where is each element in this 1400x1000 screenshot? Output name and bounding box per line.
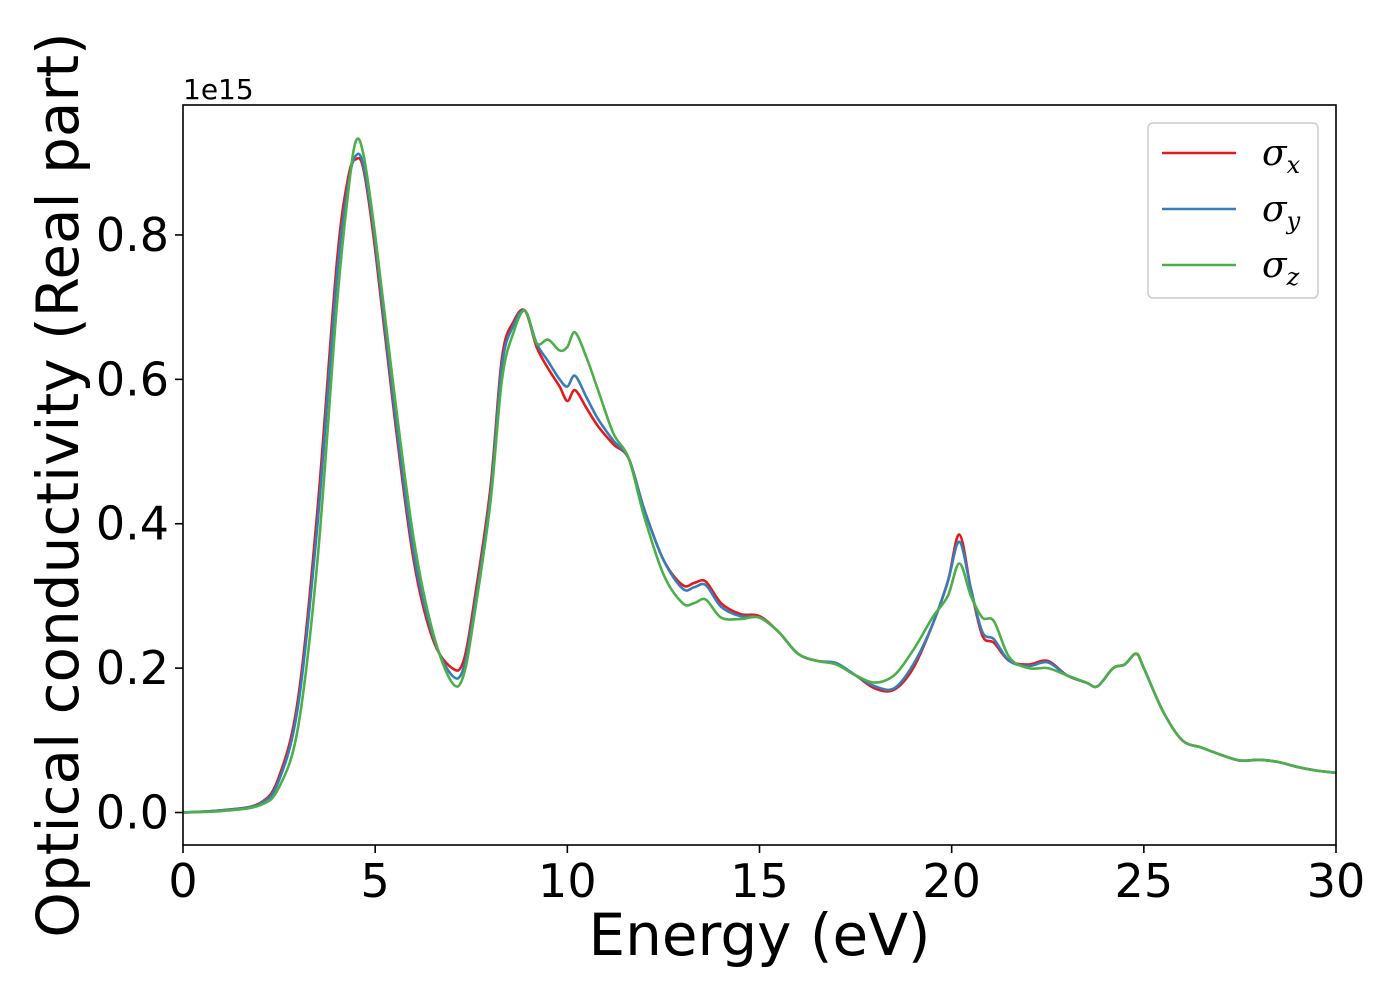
legend-symbol: σ — [1262, 133, 1288, 174]
y-tick-label: 0.8 — [96, 208, 169, 262]
legend-subscript: z — [1286, 263, 1300, 291]
x-tick-label: 15 — [730, 854, 789, 908]
x-tick-label: 20 — [922, 854, 981, 908]
y-tick-label: 0.4 — [96, 497, 169, 551]
legend-label-x: σx — [1262, 133, 1301, 179]
legend-label-y: σy — [1262, 189, 1301, 235]
y-tick-label: 0.2 — [96, 641, 169, 695]
y-tick-label: 0.6 — [96, 352, 169, 406]
legend-symbol: σ — [1262, 245, 1288, 286]
y-axis: 0.0 0.2 0.4 0.6 0.8 — [96, 208, 183, 840]
x-tick-label: 10 — [538, 854, 597, 908]
y-axis-label: Optical conductivity (Real part) — [24, 32, 92, 937]
x-axis: 0 5 10 15 20 25 30 — [168, 845, 1365, 908]
x-tick-label: 5 — [361, 854, 390, 908]
x-tick-label: 30 — [1307, 854, 1366, 908]
y-tick-label: 0.0 — [96, 786, 169, 840]
legend-label-z: σz — [1262, 245, 1300, 291]
x-axis-label: Energy (eV) — [588, 901, 930, 969]
legend-symbol: σ — [1262, 189, 1288, 230]
legend-frame — [1147, 122, 1319, 299]
series-layer — [182, 137, 1337, 814]
x-tick-label: 25 — [1115, 854, 1174, 908]
legend-subscript: y — [1286, 207, 1301, 235]
series-line-z — [182, 137, 1337, 814]
x-tick-label: 0 — [168, 854, 197, 908]
legend-subscript: x — [1287, 151, 1301, 179]
y-offset-text: 1e15 — [183, 73, 254, 106]
